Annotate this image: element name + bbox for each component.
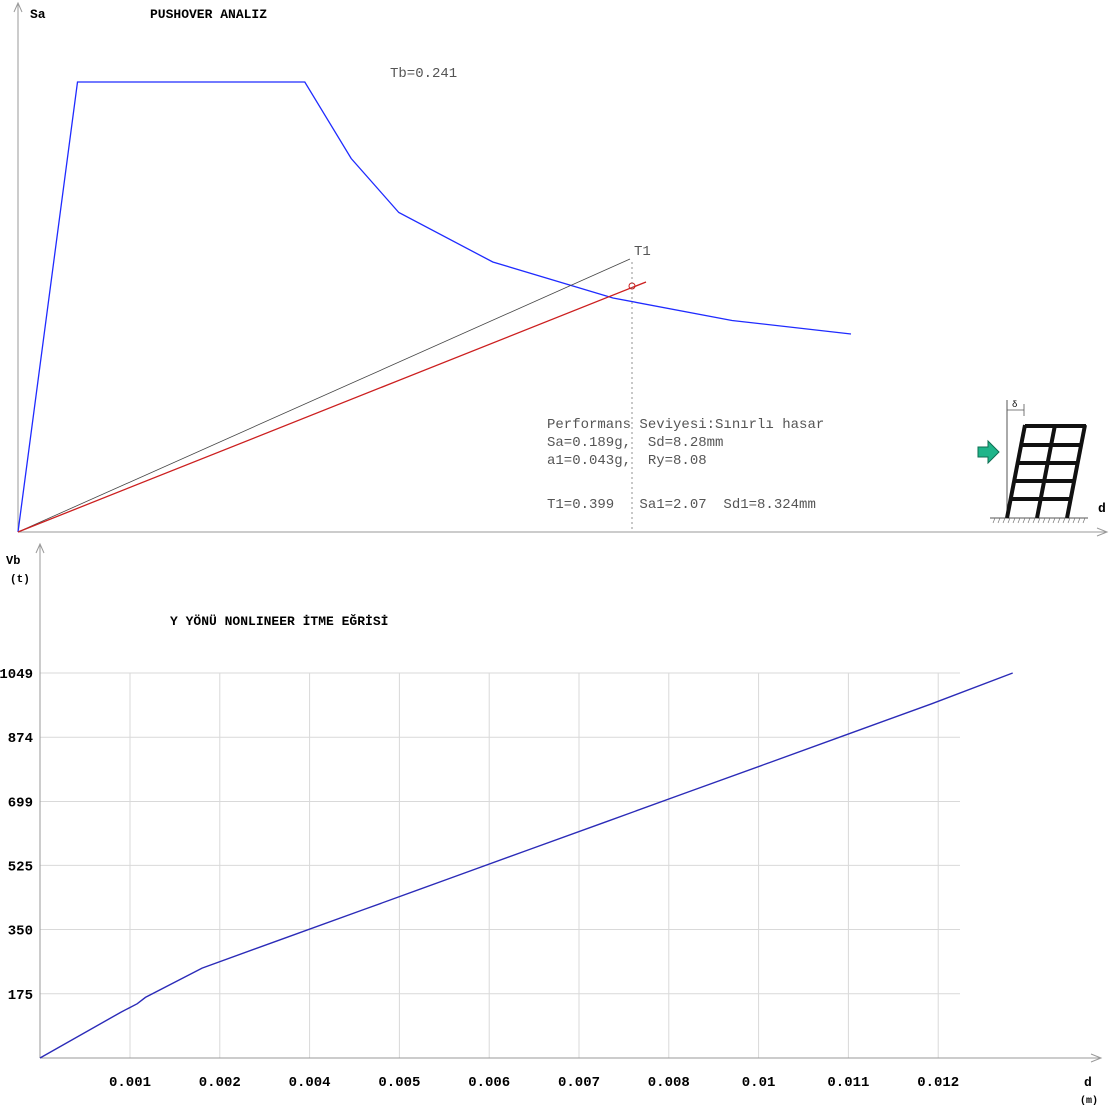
y-tick-label: 175 — [8, 988, 33, 1004]
d-axis-top-label: d — [1098, 501, 1106, 516]
capacity-curve — [39, 672, 1013, 1059]
y-tick-label: 350 — [8, 924, 33, 940]
y-tick-label: 874 — [8, 731, 33, 747]
svg-text:δ: δ — [1012, 400, 1017, 410]
capacity-title: Y YÖNÜ NONLINEER İTME EĞRİSİ — [170, 613, 388, 629]
capacity-line — [17, 281, 647, 533]
vb-axis-arrow — [35, 542, 45, 554]
x-tick-label: 0.008 — [648, 1075, 690, 1091]
t1-sa1-sd1-text: T1=0.399 Sa1=2.07 Sd1=8.324mm — [547, 497, 816, 513]
x-tick-label: 0.005 — [378, 1075, 420, 1091]
performance-level-text: Performans Seviyesi:Sınırlı hasar — [547, 417, 824, 433]
y-tick-label: 699 — [8, 795, 33, 811]
t1-label: T1 — [634, 244, 651, 260]
pushover-chart: Sa PUSHOVER ANALIZ d Tb=0.241 T1 Perform… — [13, 1, 1109, 537]
d-axis-bottom-unit: (m) — [1080, 1095, 1098, 1107]
x-tick-label: 0.011 — [827, 1075, 869, 1091]
vb-axis-unit: (t) — [10, 574, 30, 586]
sa-axis-label: Sa — [30, 7, 46, 22]
initial-stiffness-line — [17, 258, 631, 533]
x-tick-label: 0.006 — [468, 1075, 510, 1091]
x-tick-label: 0.002 — [199, 1075, 241, 1091]
y-tick-label: 1049 — [0, 667, 33, 683]
grid — [40, 672, 960, 1058]
building-frame-pushover-icon: δ — [977, 400, 1088, 524]
y-tick-label: 525 — [8, 859, 33, 875]
x-tick-label: 0.001 — [109, 1075, 151, 1091]
spectrum-curve — [17, 81, 852, 533]
vb-axis-label: Vb — [6, 554, 20, 568]
x-tick-labels: 0.001 0.002 0.004 0.005 0.006 0.007 0.008 0.01 0… — [109, 1075, 959, 1091]
x-tick-label: 0.004 — [289, 1075, 331, 1091]
tb-label: Tb=0.241 — [390, 66, 457, 82]
x-tick-label: 0.01 — [742, 1075, 776, 1091]
y-tick-labels: 175 350 525 699 874 1049 — [0, 667, 33, 1004]
a1-ry-text: a1=0.043g, Ry=8.08 — [547, 453, 707, 469]
pushover-title: PUSHOVER ANALIZ — [150, 7, 267, 22]
x-tick-label: 0.007 — [558, 1075, 600, 1091]
d-axis-bottom-label: d — [1084, 1075, 1092, 1090]
capacity-curve-chart: Vb (t) Y YÖNÜ NONLINEER İTME EĞRİSİ d (m… — [0, 542, 1103, 1107]
sa-axis-arrow — [13, 1, 23, 13]
x-tick-label: 0.012 — [917, 1075, 959, 1091]
d-axis-bottom-arrow — [1090, 1053, 1103, 1063]
d-axis-top-arrow — [1096, 527, 1109, 537]
sa-sd-text: Sa=0.189g, Sd=8.28mm — [547, 435, 723, 451]
